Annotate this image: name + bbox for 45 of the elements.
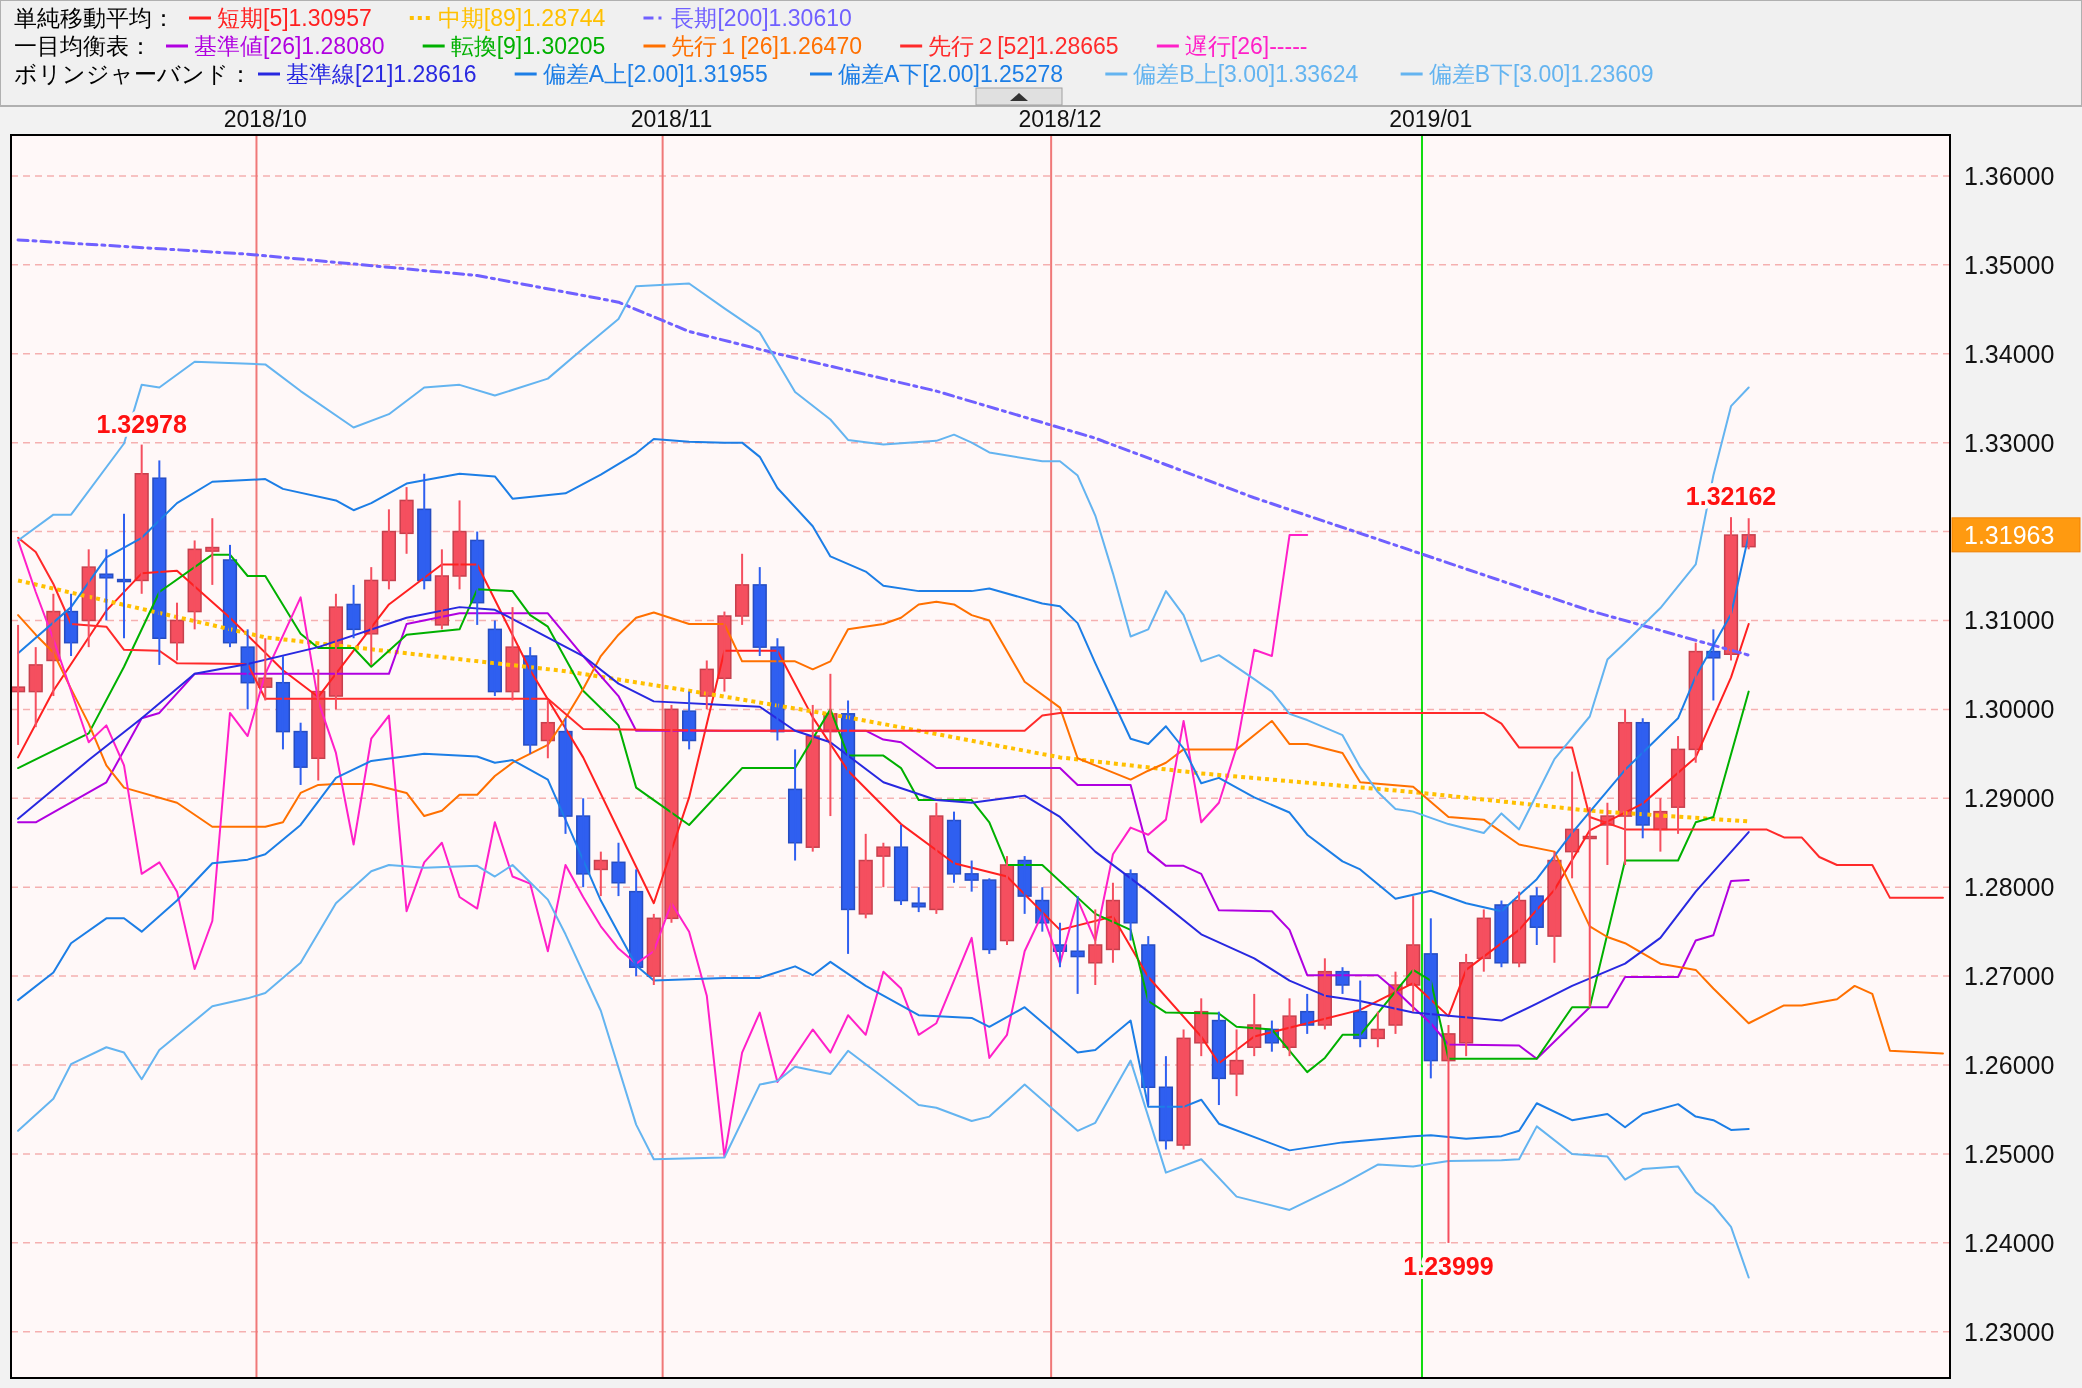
- legend-label: 偏差A下[2.00]1.25278: [838, 61, 1064, 87]
- line-series: [17, 752, 1750, 1152]
- candlestick: [911, 886, 926, 914]
- y-tick-label: 1.29000: [1964, 784, 2055, 813]
- x-tick-label: 2018/12: [1018, 106, 1102, 132]
- candlestick: [99, 548, 114, 622]
- legend-label: 基準値[26]1.28080: [194, 33, 385, 59]
- x-tick-label: 2018/11: [630, 106, 713, 132]
- text: 単純移動平均：: [14, 5, 175, 31]
- y-tick-label: 1.31000: [1964, 606, 2055, 635]
- legend-label: 中期[89]1.28744: [437, 5, 606, 31]
- y-tick-label: 1.33000: [1964, 428, 2055, 457]
- legend-label: 先行１[26]1.26470: [671, 33, 862, 59]
- line-series: [17, 863, 1750, 1279]
- x-tick-label: 2019/01: [1389, 106, 1473, 132]
- legend-label: 偏差B上[3.00]1.33624: [1133, 61, 1359, 87]
- y-tick-label: 1.27000: [1964, 962, 2055, 991]
- text: 一目均衡表：: [14, 33, 152, 59]
- y-tick-label: 1.34000: [1964, 339, 2055, 368]
- legend-label: 偏差A上[2.00]1.31955: [542, 61, 768, 87]
- y-tick-label: 1.23000: [1964, 1317, 2055, 1346]
- candlestick: [876, 841, 891, 889]
- text: 1.31963: [1964, 520, 2055, 549]
- legend-label: 先行２[52]1.28665: [928, 33, 1119, 59]
- legend-label: 長期[200]1.30610: [671, 5, 852, 31]
- y-tick-label: 1.28000: [1964, 873, 2055, 902]
- legend-label: 基準線[21]1.28616: [286, 61, 477, 87]
- candlestick: [399, 486, 414, 555]
- legend-label: 偏差B下[3.00]1.23609: [1428, 61, 1654, 87]
- legend-label: 転換[9]1.30205: [450, 33, 606, 59]
- legend-label: 遅行[26]-----: [1184, 33, 1308, 59]
- y-tick-label: 1.26000: [1964, 1051, 2055, 1080]
- y-tick-label: 1.35000: [1964, 250, 2055, 279]
- line-series: [17, 534, 1309, 1158]
- y-tick-label: 1.30000: [1964, 695, 2055, 724]
- candlestick: [1229, 1028, 1244, 1098]
- x-tick-label: 2018/10: [223, 106, 307, 132]
- candlestick: [346, 583, 361, 640]
- y-tick-label: 1.25000: [1964, 1139, 2055, 1168]
- legend-label: 短期[5]1.30957: [217, 5, 372, 31]
- candlestick: [611, 841, 626, 898]
- text: ボリンジャーバンド：: [14, 61, 252, 87]
- candlestick: [1176, 1028, 1191, 1151]
- y-tick-label: 1.36000: [1964, 161, 2055, 190]
- y-tick-label: 1.24000: [1964, 1228, 2055, 1257]
